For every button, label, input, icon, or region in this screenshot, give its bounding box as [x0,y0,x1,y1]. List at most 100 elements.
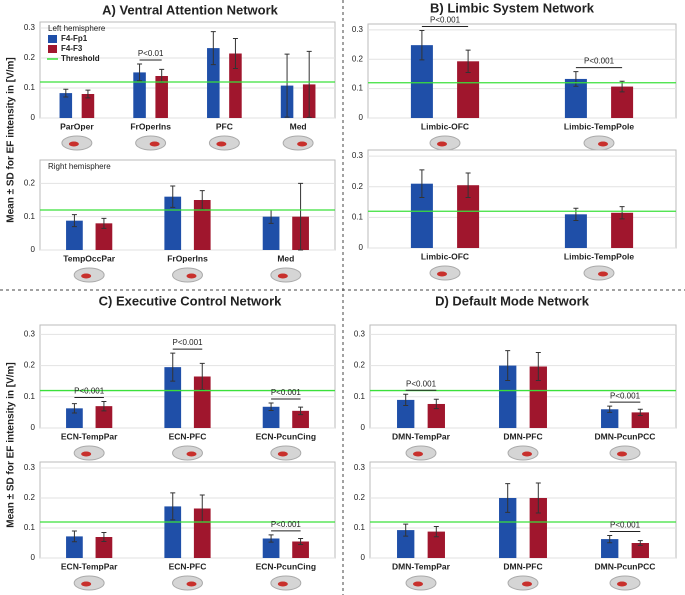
y-tick-label: 0.2 [24,493,36,502]
brain-region [617,581,627,587]
bar [262,406,280,428]
bar [499,498,517,558]
bar [292,410,309,428]
error-bar [637,540,643,546]
y-tick-label: 0 [31,245,36,254]
brain-region [413,581,423,587]
error-bar [101,532,107,542]
annotation: P<0.001 [74,387,105,396]
y-tick-label: 0.2 [24,178,36,187]
brain-region [81,273,92,279]
annotation: P<0.01 [138,49,164,58]
bar [631,412,649,428]
error-bar [306,50,312,118]
y-tick-label: 0.2 [352,182,364,191]
bar [66,536,83,558]
legend-label: F4-F3 [61,44,83,53]
bar [193,376,211,428]
bar [457,61,480,118]
x-tick-label: DMN-TempPar [392,431,451,441]
panel-title: A) Ventral Attention Network [102,2,279,17]
error-bar [433,398,439,410]
x-tick-label: ECN-PcunCing [256,561,316,571]
y-tick-label: 0.3 [24,329,36,338]
brain-region [437,141,447,147]
x-tick-label: DMN-PcunPCC [595,561,656,571]
bar [410,45,433,118]
error-bar [268,402,274,412]
error-bar [199,362,205,391]
bar [529,366,547,428]
error-bar [268,534,274,543]
bar [397,530,415,558]
brain-region [617,451,627,457]
bar [164,506,182,558]
legend-label: Threshold [61,54,100,63]
brain-region [149,141,160,147]
bar [611,86,634,118]
brain-region [297,141,308,147]
error-bar [573,207,579,221]
y-tick-label: 0.1 [354,392,366,401]
brain-region [598,141,608,147]
annotation: P<0.001 [406,379,437,388]
bar [155,76,168,118]
y-tick-label: 0.3 [354,463,366,472]
bar [193,200,211,250]
x-tick-label: ECN-PFC [169,431,207,441]
error-bar [465,172,471,198]
brain-region [186,273,197,279]
y-tick-label: 0.1 [352,212,364,221]
plot-area [369,324,677,429]
x-tick-label: PFC [216,121,233,131]
y-tick-label: 0.2 [24,361,36,370]
annotation: P<0.001 [610,521,641,530]
bar [410,183,433,248]
error-bar [170,352,176,382]
hemisphere-label: Left hemisphere [48,24,106,33]
y-tick-label: 0.2 [352,54,364,63]
x-tick-label: ECN-PFC [169,561,207,571]
hemisphere-label: Right hemisphere [48,162,111,171]
bar [59,93,73,118]
y-tick-label: 0.3 [24,23,36,32]
brain-region [522,451,532,457]
bar [631,543,649,558]
error-bar [535,482,541,514]
error-bar [137,63,143,82]
y-tick-label: 0 [361,553,366,562]
x-tick-label: Limbic-OFC [421,251,469,261]
annotation: P<0.001 [610,391,641,400]
bar [611,212,634,248]
error-bar [170,185,176,208]
error-bar [419,169,425,198]
y-tick-label: 0 [31,113,36,122]
x-tick-label: Limbic-TempPole [564,251,634,261]
error-bar [505,350,511,382]
plot-area [39,159,336,251]
brain-region [186,451,197,457]
error-bar [71,530,77,543]
brain-region [413,451,423,457]
bar [66,220,83,250]
annotation: P<0.001 [271,388,302,397]
error-bar [535,351,541,382]
error-bar [298,406,304,416]
x-tick-label: DMN-PFC [503,561,542,571]
annotation: P<0.001 [430,16,461,25]
error-bar [403,393,409,407]
y-tick-label: 0.1 [24,212,36,221]
brain-region [186,581,197,587]
bar [457,185,480,248]
x-tick-label: ECN-TempPar [61,561,118,571]
error-bar [619,206,625,220]
error-bar [465,49,471,73]
bar [81,94,95,118]
bar [95,223,113,250]
error-bar [607,405,613,413]
bar [207,48,220,118]
x-tick-label: DMN-PFC [503,431,542,441]
y-tick-label: 0.3 [24,463,36,472]
brain-region [216,141,227,147]
y-tick-label: 0 [361,423,366,432]
